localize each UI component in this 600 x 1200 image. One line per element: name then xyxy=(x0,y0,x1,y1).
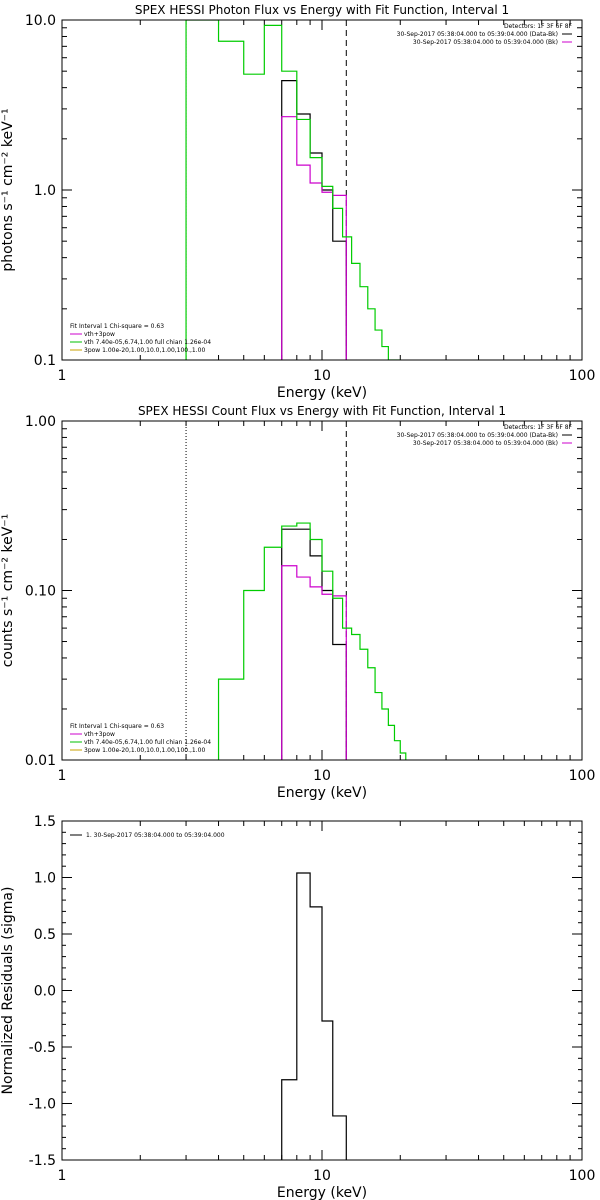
legend-header-line: Detectors: 1F 3F 6F 8F xyxy=(504,23,573,30)
x-axis-label: Energy (keV) xyxy=(277,385,367,401)
legend-header-line: 30-Sep-2017 05:38:04.000 to 05:39:04.000… xyxy=(413,39,558,46)
series-2-step-line xyxy=(217,522,407,760)
x-tick-label: 100 xyxy=(569,368,596,384)
y-tick-label: 1.00 xyxy=(25,414,56,430)
plot-frame xyxy=(61,19,583,361)
y-axis-label: photons s⁻¹ cm⁻² keV⁻¹ xyxy=(0,108,16,271)
x-tick-label: 1 xyxy=(58,1168,67,1184)
x-tick-label: 1 xyxy=(58,368,67,384)
x-tick-label: 100 xyxy=(569,768,596,784)
series-0-step-line xyxy=(281,872,347,1160)
legend-header-line: 30-Sep-2017 05:38:04.000 to 05:39:04.000… xyxy=(397,31,558,38)
plot-frame xyxy=(61,420,583,761)
y-tick-label: -1.0 xyxy=(29,1097,56,1113)
y-tick-label: 0.5 xyxy=(34,927,56,943)
y-tick-label: 10.0 xyxy=(25,13,56,29)
legend-header-line: Detectors: 1F 3F 6F 8F xyxy=(504,424,573,431)
series-2-step-line xyxy=(185,20,401,360)
series-0-step-line xyxy=(281,528,347,760)
chart-panel-3: 1 10 100 -1.5 -1.0 -0.5 0.0 0.5 1.0 1.5 Energy (ke… xyxy=(0,814,595,1200)
x-axis-label: Energy (keV) xyxy=(277,785,367,801)
y-tick-label: 1.0 xyxy=(34,871,56,887)
x-tick-label: 1 xyxy=(58,768,67,784)
x-axis-label: Energy (keV) xyxy=(277,1185,367,1200)
chart-title: SPEX HESSI Photon Flux vs Energy with Fi… xyxy=(135,3,509,17)
chart-title: SPEX HESSI Count Flux vs Energy with Fit… xyxy=(138,404,506,418)
fit-info-line: vth 7.40e-05,6.74,1.00 full chian 1.26e-… xyxy=(84,739,211,746)
fit-info-line: vth+3pow xyxy=(84,731,115,738)
fit-info-line: Fit Interval 1 Chi-square = 0.63 xyxy=(70,323,164,330)
series-1-step-line xyxy=(281,116,347,360)
plot-frame xyxy=(61,820,583,1161)
y-tick-label: 0.01 xyxy=(25,753,56,769)
fit-info-line: 3pow 1.00e-20,1.00,10.0,1.00,100.,1.00 xyxy=(84,347,205,354)
series-1-step-line xyxy=(281,565,347,760)
y-tick-label: -1.5 xyxy=(29,1153,56,1169)
x-tick-label: 10 xyxy=(313,1168,331,1184)
plot-area xyxy=(185,20,401,360)
fit-info-line: Fit Interval 1 Chi-square = 0.63 xyxy=(70,723,164,730)
y-tick-label: 1.0 xyxy=(34,183,56,199)
y-tick-label: -0.5 xyxy=(29,1040,56,1056)
fit-info-line: vth 7.40e-05,6.74,1.00 full chian 1.26e-… xyxy=(84,339,211,346)
fit-info-line: vth+3pow xyxy=(84,331,115,338)
y-tick-label: 0.1 xyxy=(34,353,56,369)
series-0-step-line xyxy=(281,80,347,360)
x-tick-label: 100 xyxy=(569,1168,596,1184)
x-tick-label: 10 xyxy=(313,368,331,384)
x-tick-label: 10 xyxy=(313,768,331,784)
legend-header-line: 30-Sep-2017 05:38:04.000 to 05:39:04.000… xyxy=(397,432,558,439)
y-axis-label: counts s⁻¹ cm⁻² keV⁻¹ xyxy=(0,514,16,668)
y-tick-label: 1.5 xyxy=(34,814,56,830)
residual-legend: 1. 30-Sep-2017 05:38:04.000 to 05:39:04.… xyxy=(86,832,225,839)
legend-header-line: 30-Sep-2017 05:38:04.000 to 05:39:04.000… xyxy=(413,440,558,447)
fit-info-line: 3pow 1.00e-20,1.00,10.0,1.00,100.,1.00 xyxy=(84,747,205,754)
y-tick-label: 0.0 xyxy=(34,984,56,1000)
plot-area xyxy=(281,872,347,1160)
plot-area xyxy=(185,421,407,760)
y-axis-label: Normalized Residuals (sigma) xyxy=(0,887,16,1095)
y-tick-label: 0.10 xyxy=(25,584,56,600)
chart-panel-2: SPEX HESSI Count Flux vs Energy with Fit… xyxy=(0,404,595,801)
chart-panel-1: SPEX HESSI Photon Flux vs Energy with Fi… xyxy=(0,3,595,401)
